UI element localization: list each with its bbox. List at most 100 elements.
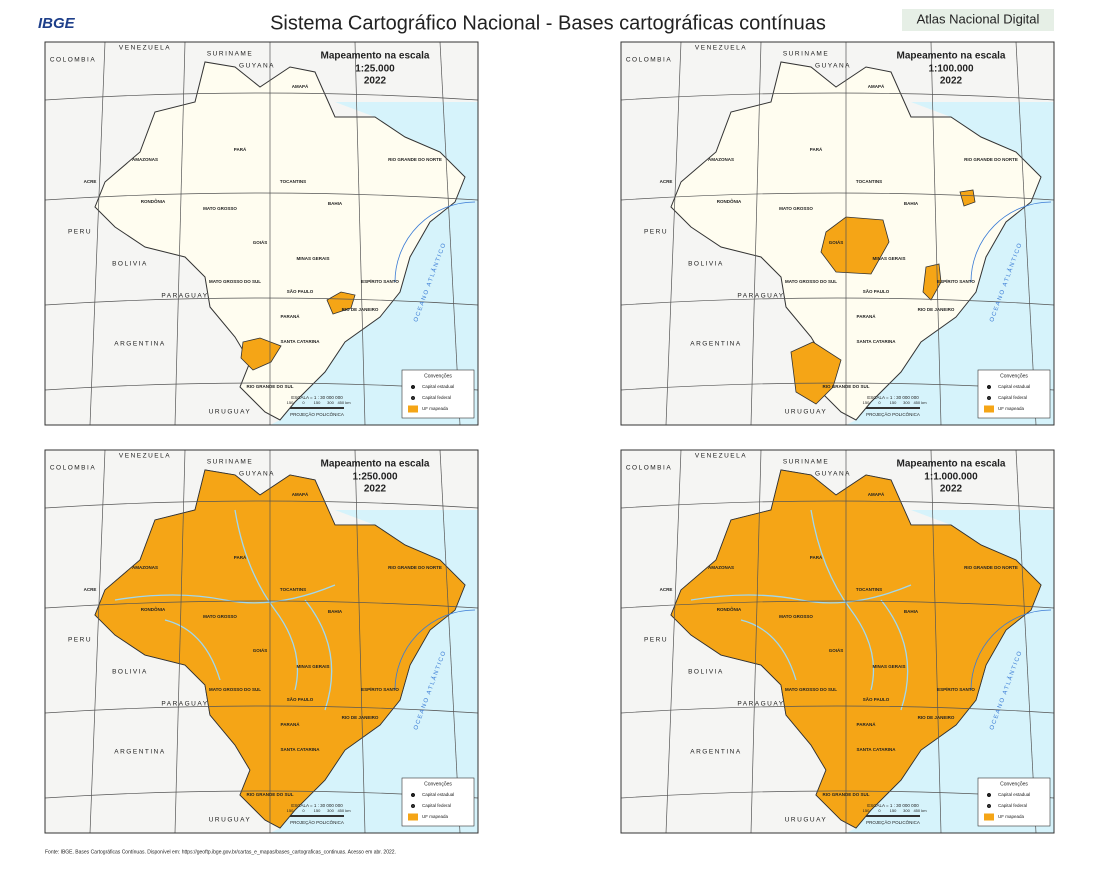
state-label: RIO GRANDE DO SUL (246, 792, 293, 797)
map-body: VENEZUELA COLOMBIA SURINAME GUYANA PERU BOLIV… (621, 42, 1054, 425)
legend-item: Capital estadual (422, 792, 454, 797)
legend-item: Capital federal (422, 803, 451, 808)
map-panel: VENEZUELA COLOMBIA SURINAME GUYANA PERU BOLIV… (620, 41, 1055, 426)
state-label: ESPÍRITO SANTO (361, 685, 399, 692)
graticule (621, 297, 1054, 306)
state-label: PARANÁ (281, 313, 301, 319)
map-year: 2022 (364, 76, 387, 87)
mapped-state (959, 189, 976, 207)
country-label: BOLIVIA (688, 261, 724, 268)
state-label: RIO DE JANEIRO (918, 715, 955, 720)
scale-tick: 0 (878, 808, 881, 813)
country-label: GUYANA (815, 63, 851, 70)
map-panel: VENEZUELA COLOMBIA SURINAME GUYANA PERU BOLIV… (44, 449, 479, 834)
state-label: AMAZONAS (708, 157, 734, 162)
state-label: MATO GROSSO (203, 206, 237, 211)
scale-tick: 150 (890, 808, 897, 813)
map-body: VENEZUELA COLOMBIA SURINAME GUYANA PERU BOLIV… (621, 450, 1054, 833)
graticule (621, 92, 1054, 101)
country-label: URUGUAY (785, 817, 828, 824)
graticule (174, 42, 186, 425)
map-frame (44, 449, 479, 834)
state-label: RONDÔNIA (141, 605, 166, 612)
source: Fonte: IBGE. Bases Cartográficas Contínu… (45, 849, 396, 855)
state-label: RIO GRANDE DO SUL (246, 384, 293, 389)
brazil (94, 61, 466, 421)
state-label: AMAPÁ (292, 83, 309, 89)
state-label: ACRE (660, 587, 673, 592)
river (234, 509, 299, 691)
state-label: PARÁ (810, 146, 823, 152)
graticule (439, 42, 461, 425)
state-label: SANTA CATARINA (280, 747, 320, 752)
graticule (45, 297, 478, 306)
scale-tick: 150 (890, 400, 897, 405)
scale-bar (866, 815, 920, 817)
graticule (665, 42, 682, 425)
map-scale: 1:250.000 (352, 472, 397, 483)
country-label: PARAGUAY (737, 293, 784, 300)
graticule (354, 42, 366, 425)
river (690, 584, 912, 604)
graticule (45, 192, 478, 201)
state-label: AMAZONAS (132, 157, 158, 162)
legend-symbol (986, 395, 992, 401)
state-label: SÃO PAULO (287, 288, 314, 294)
state-label: PARÁ (810, 554, 823, 560)
badge: Atlas Nacional Digital (917, 11, 1040, 26)
map-body: VENEZUELA COLOMBIA SURINAME GUYANA PERU BOLIV… (45, 450, 478, 833)
graticule (665, 450, 682, 833)
state-label: RIO GRANDE DO NORTE (964, 157, 1018, 162)
country-label: SURINAME (783, 459, 829, 466)
country-label: URUGUAY (209, 409, 252, 416)
legend-item: Capital estadual (998, 792, 1030, 797)
graticule (354, 450, 366, 833)
state-label: MATO GROSSO DO SUL (785, 279, 837, 284)
scale-tick: 150 (314, 808, 321, 813)
country-label: COLOMBIA (626, 465, 672, 472)
legend-item: Capital estadual (998, 384, 1030, 389)
legend-symbol (410, 384, 416, 390)
map-title: Mapeamento na escala (897, 51, 1006, 62)
country-label: PARAGUAY (161, 293, 208, 300)
legend-item: Capital federal (998, 803, 1027, 808)
country-label: BOLIVIA (688, 669, 724, 676)
country-label: ARGENTINA (690, 341, 741, 348)
scale-tick: 150 (287, 808, 294, 813)
state-label: AMAPÁ (868, 83, 885, 89)
state-label: BAHIA (328, 609, 343, 614)
projection: PROJEÇÃO POLICÔNICA (866, 411, 920, 417)
map-scale: 1:100.000 (928, 64, 973, 75)
state-label: BAHIA (904, 201, 919, 206)
state-label: MATO GROSSO DO SUL (209, 279, 261, 284)
scale-tick: 150 (863, 400, 870, 405)
state-label: SÃO PAULO (863, 288, 890, 294)
river (880, 599, 909, 711)
country-label: PERU (644, 637, 668, 644)
state-label: RONDÔNIA (717, 605, 742, 612)
country-label: BOLIVIA (112, 669, 148, 676)
country-label: PERU (644, 229, 668, 236)
country-label: ARGENTINA (114, 341, 165, 348)
country-label: VENEZUELA (119, 453, 171, 460)
projection: PROJEÇÃO POLICÔNICA (290, 819, 344, 825)
state-label: ESPÍRITO SANTO (361, 277, 399, 284)
scale-bar (866, 407, 920, 409)
country-label: GUYANA (239, 471, 275, 478)
state-label: RIO GRANDE DO NORTE (964, 565, 1018, 570)
legend-symbol (410, 792, 416, 798)
legend-item: UF mapeada (998, 406, 1025, 411)
state-label: PARÁ (234, 146, 247, 152)
ocean (270, 102, 478, 425)
state-label: TOCANTINS (280, 179, 306, 184)
state-label: MATO GROSSO (779, 614, 813, 619)
legend-symbol (986, 384, 992, 390)
map-title: Mapeamento na escala (321, 459, 430, 470)
country-label: BOLIVIA (112, 261, 148, 268)
country-label: COLOMBIA (50, 465, 96, 472)
state-label: RIO GRANDE DO NORTE (388, 565, 442, 570)
state-label: RIO DE JANEIRO (918, 307, 955, 312)
ocean-circle (970, 201, 1052, 283)
state-label: TOCANTINS (280, 587, 306, 592)
